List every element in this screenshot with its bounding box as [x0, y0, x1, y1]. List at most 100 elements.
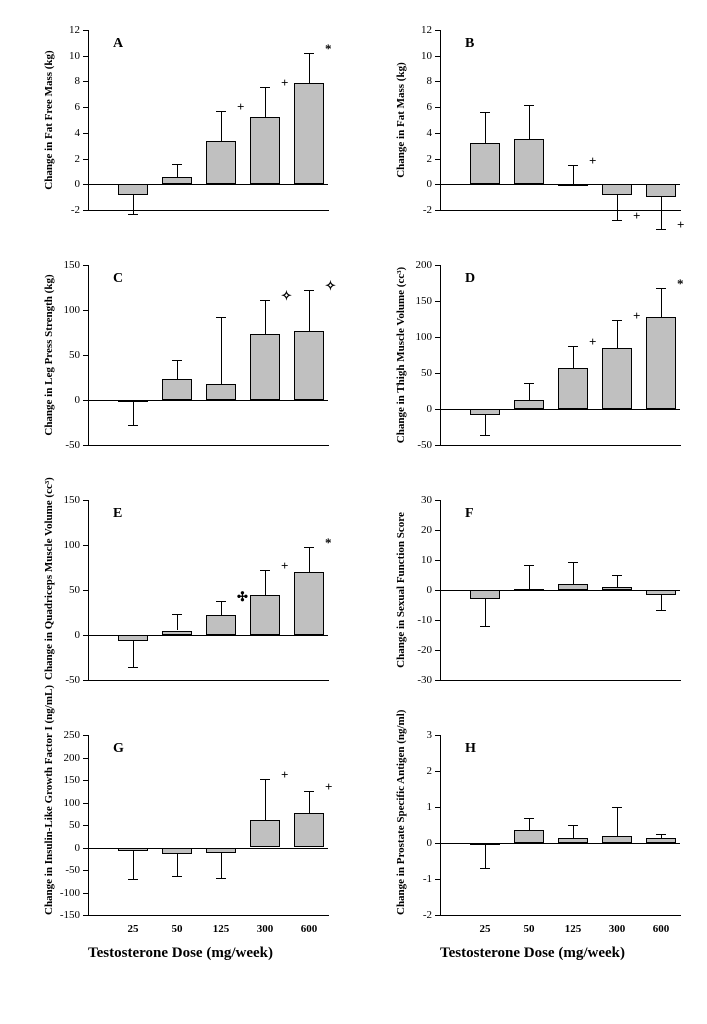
error-cap	[612, 320, 622, 321]
ytick	[435, 265, 440, 266]
significance-marker: +	[281, 75, 288, 91]
error-cap	[128, 425, 138, 426]
ytick	[435, 210, 440, 211]
x-axis-label: Testosterone Dose (mg/week)	[88, 945, 273, 962]
significance-marker: +	[589, 334, 596, 350]
y-axis-label: Change in Fat Mass (kg)	[395, 30, 407, 210]
bar	[250, 595, 280, 635]
ytick	[83, 680, 88, 681]
bar	[558, 368, 588, 409]
error-cap	[304, 290, 314, 291]
error-bar	[265, 570, 266, 595]
bar	[294, 813, 324, 848]
ytick	[435, 81, 440, 82]
panel-A: -2024681012++*AChange in Fat Free Mass (…	[88, 30, 328, 210]
ytick	[435, 30, 440, 31]
ytick	[83, 590, 88, 591]
error-cap	[128, 667, 138, 668]
xtick-label: 125	[558, 923, 588, 935]
error-bar	[221, 111, 222, 141]
bar	[558, 838, 588, 843]
y-axis-label: Change in Quadriceps Muscle Volume (cc³)	[43, 500, 55, 680]
bar	[514, 400, 544, 409]
xtick-label: 600	[646, 923, 676, 935]
plot-area	[440, 265, 681, 446]
panel-H: -2-101232550125300600HChange in Prostate…	[440, 735, 680, 915]
xtick-label: 600	[294, 923, 324, 935]
panel-letter: H	[465, 741, 476, 757]
ytick	[435, 680, 440, 681]
error-cap	[480, 435, 490, 436]
ytick	[435, 107, 440, 108]
ytick	[435, 560, 440, 561]
error-cap	[260, 570, 270, 571]
ytick	[83, 803, 88, 804]
error-bar	[309, 791, 310, 813]
ytick	[83, 870, 88, 871]
ytick	[83, 915, 88, 916]
significance-marker: +	[633, 308, 640, 324]
error-bar	[617, 195, 618, 221]
panel-B: -2024681012+++BChange in Fat Mass (kg)	[440, 30, 680, 210]
bar	[514, 830, 544, 843]
ytick	[435, 650, 440, 651]
panel-letter: C	[113, 271, 123, 287]
plot-area	[88, 735, 329, 916]
bar	[206, 615, 236, 635]
error-cap	[656, 834, 666, 835]
error-cap	[480, 626, 490, 627]
bar	[162, 379, 192, 400]
error-bar	[529, 565, 530, 589]
plot-area	[440, 735, 681, 916]
bar	[162, 848, 192, 855]
error-cap	[260, 87, 270, 88]
ytick	[435, 133, 440, 134]
significance-marker: +	[237, 99, 244, 115]
error-bar	[133, 402, 134, 425]
bar	[294, 83, 324, 185]
bar	[470, 590, 500, 599]
ytick	[435, 445, 440, 446]
ytick	[435, 301, 440, 302]
error-cap	[172, 876, 182, 877]
ytick	[83, 735, 88, 736]
xtick-label: 50	[162, 923, 192, 935]
error-bar	[573, 562, 574, 585]
error-cap	[304, 547, 314, 548]
bar	[602, 836, 632, 843]
y-axis-label: Change in Prostate Specific Antigen (ng/…	[395, 735, 407, 915]
ytick	[435, 373, 440, 374]
bar	[558, 584, 588, 590]
ytick	[83, 265, 88, 266]
error-cap	[524, 105, 534, 106]
significance-marker: +	[677, 217, 684, 233]
bar	[162, 631, 192, 636]
ytick	[83, 355, 88, 356]
error-cap	[568, 562, 578, 563]
ytick	[83, 81, 88, 82]
error-cap	[304, 53, 314, 54]
significance-marker: ✣	[237, 589, 248, 605]
error-bar	[661, 595, 662, 610]
error-cap	[172, 164, 182, 165]
error-bar	[529, 818, 530, 831]
error-cap	[524, 383, 534, 384]
ytick	[83, 825, 88, 826]
ytick	[83, 107, 88, 108]
ytick	[83, 445, 88, 446]
error-cap	[216, 601, 226, 602]
panel-E: -50050100150✣+*EChange in Quadriceps Mus…	[88, 500, 328, 680]
panel-letter: A	[113, 36, 123, 52]
error-bar	[573, 346, 574, 368]
error-bar	[529, 383, 530, 400]
xtick-label: 25	[470, 923, 500, 935]
error-cap	[524, 818, 534, 819]
y-axis-label: Change in Fat Free Mass (kg)	[43, 30, 55, 210]
error-cap	[172, 614, 182, 615]
bar	[206, 384, 236, 400]
error-cap	[260, 779, 270, 780]
panel-letter: E	[113, 506, 122, 522]
significance-marker: ✧	[325, 278, 336, 294]
xtick-label: 300	[602, 923, 632, 935]
error-bar	[265, 87, 266, 118]
